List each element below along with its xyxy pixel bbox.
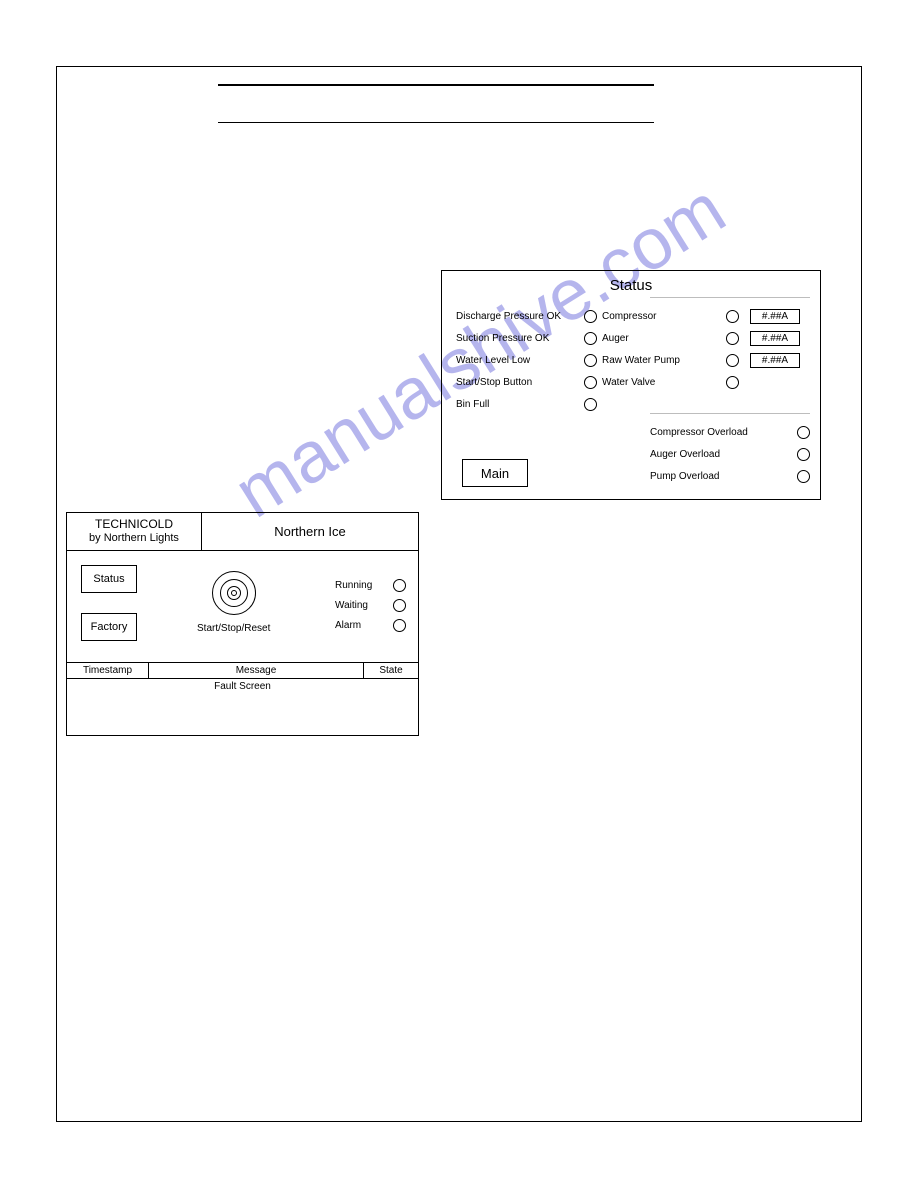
fault-table-header: Timestamp Message State [67,663,418,679]
start-stop-reset-button[interactable] [212,571,256,615]
indicator-wrap [578,332,602,345]
main-panel-header: TECHNICOLD by Northern Lights Northern I… [67,513,418,551]
indicator-icon [584,398,597,411]
main-panel: TECHNICOLD by Northern Lights Northern I… [66,512,419,736]
ring-icon [231,590,237,596]
overload-label: Compressor Overload [650,427,748,438]
value-box: #.##A [750,353,800,368]
status-label: Bin Full [456,399,578,410]
indicator-wrap [578,398,602,411]
indicator-icon [726,376,739,389]
status-row: Discharge Pressure OK Compressor #.##A [456,305,808,327]
title-rule [218,84,654,86]
status-divider [650,413,810,414]
indicator-icon [797,426,810,439]
indicator-icon [393,599,406,612]
title-rule [218,122,654,123]
status-label: Discharge Pressure OK [456,311,578,322]
indicator-label: Running [335,580,385,591]
status-row: Water Level Low Raw Water Pump #.##A [456,349,808,371]
indicator-icon [584,376,597,389]
indicator-wrap [720,354,744,367]
main-button[interactable]: Main [462,459,528,487]
indicator-wrap [578,354,602,367]
status-rows: Discharge Pressure OK Compressor #.##A S… [456,305,808,415]
indicator-icon [393,619,406,632]
fault-screen-label: Fault Screen [67,679,418,694]
overload-label: Pump Overload [650,471,719,482]
col-message: Message [149,663,364,678]
status-label: Compressor [602,311,720,322]
indicator-row: Waiting [335,595,406,615]
overload-row: Auger Overload [650,443,810,465]
col-timestamp: Timestamp [67,663,149,678]
indicator-label: Waiting [335,600,385,611]
status-label: Water Valve [602,377,720,388]
brand-box: TECHNICOLD by Northern Lights [67,513,202,550]
overload-row: Pump Overload [650,465,810,487]
status-panel: Status Discharge Pressure OK Compressor … [441,270,821,500]
start-stop-reset: Start/Stop/Reset [197,571,270,634]
status-row: Suction Pressure OK Auger #.##A [456,327,808,349]
col-state: State [364,663,418,678]
indicator-icon [584,310,597,323]
indicator-icon [797,470,810,483]
indicator-row: Alarm [335,615,406,635]
status-label: Suction Pressure OK [456,333,578,344]
status-button[interactable]: Status [81,565,137,593]
indicator-icon [797,448,810,461]
status-label: Start/Stop Button [456,377,578,388]
brand-line2: by Northern Lights [89,532,179,546]
status-label: Water Level Low [456,355,578,366]
indicator-label: Alarm [335,620,385,631]
indicator-wrap [720,376,744,389]
indicator-icon [584,332,597,345]
product-title: Northern Ice [202,513,418,550]
main-panel-body: Status Factory Start/Stop/Reset Running … [67,551,418,663]
status-row: Bin Full [456,393,808,415]
indicator-wrap [720,332,744,345]
brand-line1: TECHNICOLD [95,517,173,532]
status-title: Status [442,271,820,296]
factory-button[interactable]: Factory [81,613,137,641]
indicator-icon [584,354,597,367]
status-row: Start/Stop Button Water Valve [456,371,808,393]
value-box: #.##A [750,309,800,324]
main-indicators: Running Waiting Alarm [335,575,406,635]
overload-label: Auger Overload [650,449,720,460]
status-label: Raw Water Pump [602,355,720,366]
overload-row: Compressor Overload [650,421,810,443]
indicator-icon [726,354,739,367]
indicator-row: Running [335,575,406,595]
status-title-rule [650,297,810,298]
indicator-icon [393,579,406,592]
indicator-icon [726,332,739,345]
status-label: Auger [602,333,720,344]
value-box: #.##A [750,331,800,346]
start-stop-reset-label: Start/Stop/Reset [197,623,270,634]
indicator-icon [726,310,739,323]
overload-rows: Compressor Overload Auger Overload Pump … [650,421,810,487]
indicator-wrap [720,310,744,323]
indicator-wrap [578,376,602,389]
indicator-wrap [578,310,602,323]
